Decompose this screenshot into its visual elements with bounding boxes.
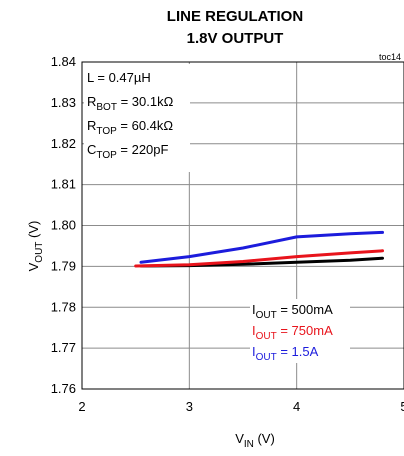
y-tick-labels: 1.76 1.77 1.78 1.79 1.80 1.81 1.82 1.83 1.84 [51, 54, 76, 396]
y-tick-label: 1.77 [51, 340, 76, 355]
conditions-backdrop [84, 64, 190, 172]
legend-backdrop [250, 299, 350, 363]
plot-frame [81, 61, 404, 390]
series-line [139, 230, 384, 264]
legend-entry: IOUT = 500mA [252, 302, 333, 321]
legend-entry: IOUT = 1.5A [252, 344, 319, 363]
chart-title-line1: LINE REGULATION [167, 8, 303, 25]
x-tick-label: 3 [186, 399, 193, 414]
y-tick-label: 1.79 [51, 258, 76, 273]
y-tick-label: 1.84 [51, 54, 76, 69]
legend: IOUT = 500mA IOUT = 750mA IOUT = 1.5A [250, 299, 350, 363]
y-tick-label: 1.78 [51, 299, 76, 314]
y-axis-label: VOUT (V) [26, 221, 45, 272]
x-tick-label: 4 [293, 399, 300, 414]
conditions-annotation: L = 0.47µH RBOT = 30.1kΩ RTOP = 60.4kΩ CTOP… [84, 64, 190, 172]
legend-entry: IOUT = 750mA [252, 323, 333, 342]
y-tick-label: 1.82 [51, 136, 76, 151]
y-tick-label: 1.80 [51, 218, 76, 233]
condition-text: CTOP = 220pF [87, 142, 169, 161]
x-axis-label: VIN (V) [235, 431, 275, 450]
x-tick-label: 5 [400, 399, 404, 414]
y-tick-label: 1.83 [51, 95, 76, 110]
series-lines [134, 230, 384, 268]
figure-id: toc14 [379, 52, 401, 62]
chart-title-line2: 1.8V OUTPUT [187, 30, 284, 47]
y-tick-label: 1.76 [51, 381, 76, 396]
y-tick-label: 1.81 [51, 177, 76, 192]
condition-text: RTOP = 60.4kΩ [87, 118, 173, 137]
x-tick-labels: 2 3 4 5 [78, 399, 404, 414]
x-tick-label: 2 [78, 399, 85, 414]
condition-text: L = 0.47µH [87, 70, 151, 85]
condition-text: RBOT = 30.1kΩ [87, 94, 174, 113]
series-line [134, 249, 384, 268]
